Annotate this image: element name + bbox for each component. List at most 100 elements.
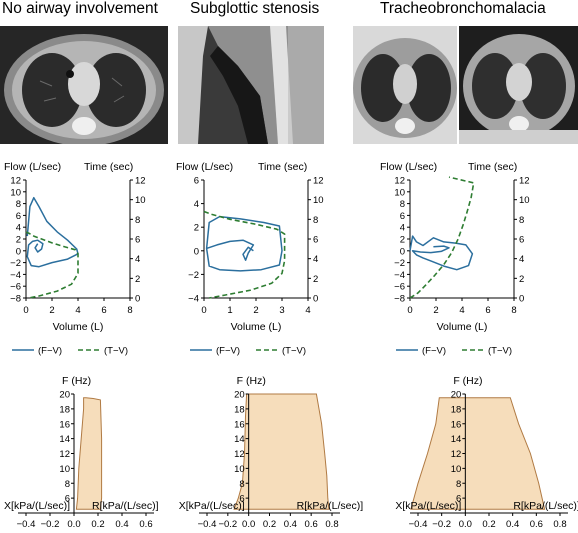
frequency-tick-label: 18: [59, 404, 70, 415]
frequency-tick-label: 14: [451, 434, 462, 445]
flow-tick-label: 4: [400, 223, 405, 234]
panel-title-1: No airway involvement: [2, 0, 158, 17]
impedance-tick-label: −0.4: [198, 519, 217, 530]
time-tick-label: 8: [135, 215, 140, 226]
time-tick-label: 10: [519, 195, 530, 206]
frequency-tick-label: 20: [451, 390, 462, 401]
volume-tick-label: 4: [305, 305, 310, 316]
impedance-area: [410, 397, 546, 510]
impedance-tick-label: 0.0: [459, 519, 472, 530]
time-tick-label: 4: [519, 254, 524, 265]
reactance-axis-label: X[kPa/(L/sec)]: [4, 500, 70, 512]
time-tick-label: 8: [519, 215, 524, 226]
fv-curve: [205, 215, 283, 272]
time-tick-label: 0: [313, 294, 318, 305]
impedance-tick-label: −0.2: [218, 519, 237, 530]
legend-fv-label: (F−V): [38, 346, 62, 357]
flow-tick-label: 6: [400, 211, 405, 222]
impedance-area: [233, 393, 330, 510]
flow-tick-label: 4: [16, 223, 21, 234]
volume-tick-label: 2: [49, 305, 54, 316]
flow-tick-label: 4: [194, 199, 199, 210]
flow-axis-label: Flow (L/sec): [176, 161, 233, 173]
time-tick-label: 12: [519, 176, 530, 187]
volume-axis-label: Volume (L): [231, 321, 282, 333]
volume-tick-label: 6: [101, 305, 106, 316]
volume-tick-label: 8: [511, 305, 516, 316]
legend-fv-label: (F−V): [216, 346, 240, 357]
volume-tick-label: 1: [227, 305, 232, 316]
flow-tick-label: 12: [394, 176, 405, 187]
frequency-tick-label: 10: [234, 464, 245, 475]
legend-fv-label: (F−V): [422, 346, 446, 357]
tv-curve: [203, 210, 286, 299]
frequency-tick-label: 12: [451, 449, 462, 460]
frequency-axis-label: F (Hz): [237, 375, 266, 387]
reactance-axis-label: X[kPa/(L/sec)]: [395, 500, 461, 512]
flow-tick-label: −4: [10, 270, 21, 281]
flow-tick-label: −2: [188, 270, 199, 281]
time-axis-label: Time (sec): [468, 161, 517, 173]
panel-title-3: Tracheobronchomalacia: [380, 0, 546, 17]
legend-tv-label: (T−V): [282, 346, 306, 357]
impedance-tick-label: 0.0: [242, 519, 255, 530]
resistance-axis-label: R[kPa/(L/sec)]: [297, 500, 364, 512]
panel-title-2: Subglottic stenosis: [190, 0, 320, 17]
flow-tick-label: −4: [188, 294, 199, 305]
frequency-axis-label: F (Hz): [62, 375, 91, 387]
time-tick-label: 6: [519, 235, 524, 246]
time-axis-label: Time (sec): [258, 161, 307, 173]
impedance-tick-label: −0.4: [409, 519, 428, 530]
impedance-tick-label: 0.2: [482, 519, 495, 530]
frequency-tick-label: 8: [456, 479, 461, 490]
volume-tick-label: 0: [201, 305, 206, 316]
frequency-tick-label: 6: [239, 494, 244, 505]
time-tick-label: 12: [313, 176, 324, 187]
impedance-area: [75, 397, 103, 510]
frequency-tick-label: 16: [234, 419, 245, 430]
frequency-tick-label: 14: [234, 434, 245, 445]
flow-axis-label: Flow (L/sec): [380, 161, 437, 173]
volume-tick-label: 2: [433, 305, 438, 316]
time-axis-label: Time (sec): [84, 161, 133, 173]
resistance-axis-label: R[kPa/(L/sec)]: [513, 500, 578, 512]
frequency-tick-label: 6: [456, 494, 461, 505]
time-tick-label: 8: [313, 215, 318, 226]
frequency-tick-label: 12: [234, 449, 245, 460]
legend-tv-label: (T−V): [104, 346, 128, 357]
time-tick-label: 4: [135, 254, 140, 265]
tv-curve: [409, 176, 475, 299]
frequency-tick-label: 12: [59, 449, 70, 460]
volume-tick-label: 3: [279, 305, 284, 316]
reactance-axis-label: X[kPa/(L/sec)]: [179, 500, 245, 512]
frequency-tick-label: 18: [234, 404, 245, 415]
flow-tick-label: 10: [10, 187, 21, 198]
time-tick-label: 6: [135, 235, 140, 246]
flow-tick-label: 2: [194, 223, 199, 234]
flow-tick-label: 0: [194, 246, 199, 257]
flow-tick-label: 0: [400, 246, 405, 257]
frequency-tick-label: 16: [451, 419, 462, 430]
flow-tick-label: −2: [10, 258, 21, 269]
impedance-tick-label: 0.2: [263, 519, 276, 530]
ct-image-sagittal-stenosis: [178, 26, 324, 144]
flow-axis-label: Flow (L/sec): [4, 161, 61, 173]
flow-tick-label: 6: [16, 211, 21, 222]
frequency-tick-label: 20: [59, 390, 70, 401]
tv-curve: [25, 231, 79, 299]
time-tick-label: 2: [135, 274, 140, 285]
flow-tick-label: −4: [394, 270, 405, 281]
time-tick-label: 2: [313, 274, 318, 285]
impedance-tick-label: 0.0: [67, 519, 80, 530]
flow-tick-label: 8: [400, 199, 405, 210]
flow-tick-label: 10: [394, 187, 405, 198]
flow-tick-label: −6: [394, 282, 405, 293]
impedance-tick-label: 0.8: [553, 519, 566, 530]
impedance-tick-label: 0.6: [305, 519, 318, 530]
volume-tick-label: 4: [75, 305, 80, 316]
impedance-tick-label: 0.6: [530, 519, 543, 530]
volume-tick-label: 0: [407, 305, 412, 316]
frequency-axis-label: F (Hz): [453, 375, 482, 387]
impedance-tick-label: 0.8: [325, 519, 338, 530]
frequency-tick-label: 8: [239, 479, 244, 490]
